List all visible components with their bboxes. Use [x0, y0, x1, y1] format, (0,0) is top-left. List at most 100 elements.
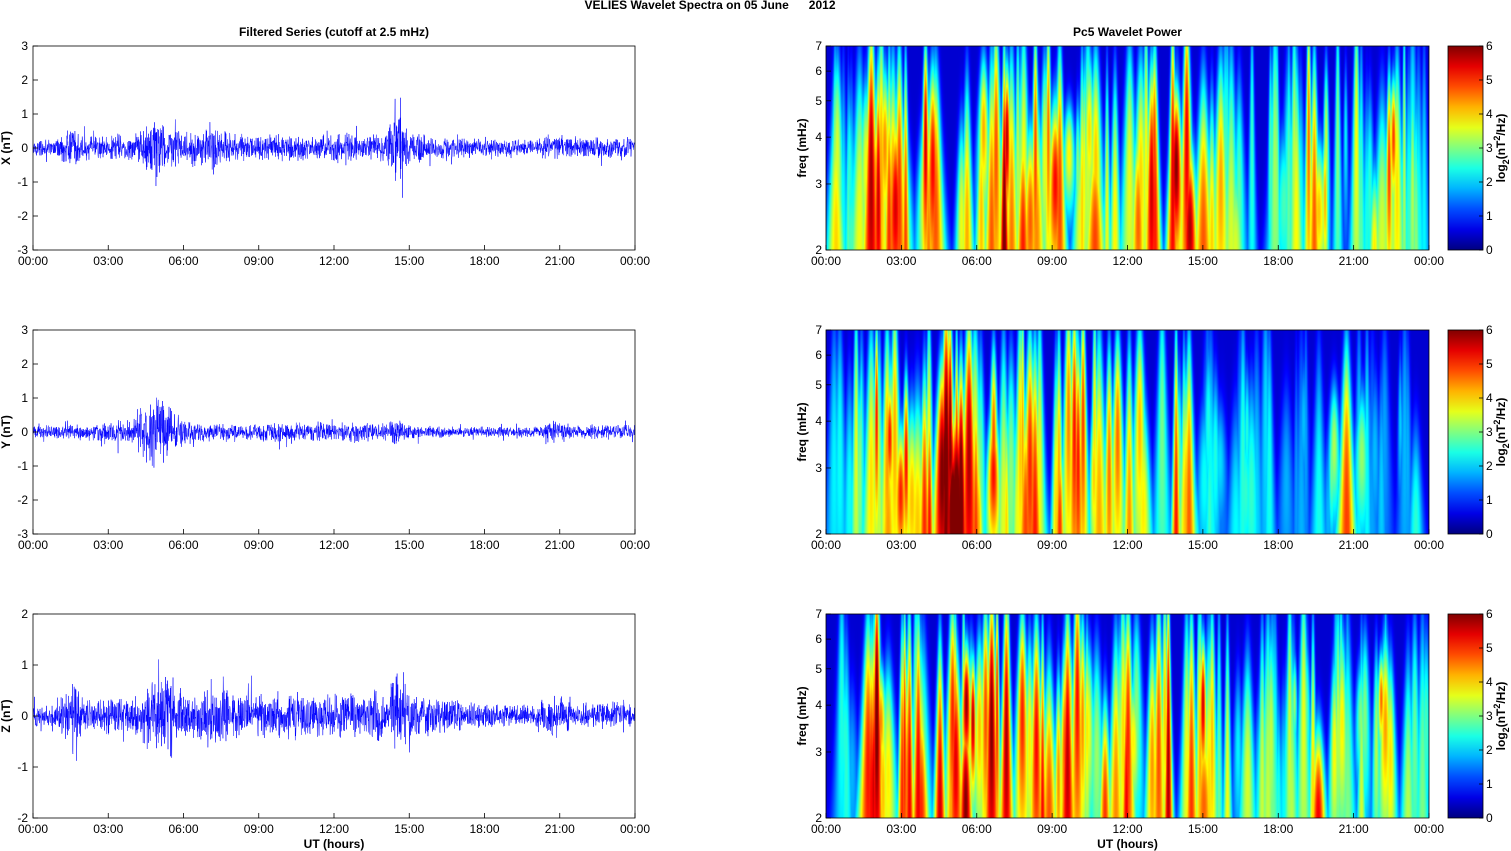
- colorbar-tick-label: 2: [1486, 175, 1493, 189]
- y-tick-label: -1: [17, 459, 28, 473]
- colorbar: [1447, 613, 1484, 819]
- x-tick-label: 03:00: [93, 254, 123, 268]
- colorbar-tick-label: 3: [1486, 709, 1493, 723]
- wavelet-power-image: [826, 330, 1429, 534]
- x-tick-label: 06:00: [962, 254, 992, 268]
- colorbar-tick-label: 2: [1486, 743, 1493, 757]
- panel-title: Pc5 Wavelet Power: [1073, 25, 1182, 39]
- panel-title: Filtered Series (cutoff at 2.5 mHz): [239, 25, 429, 39]
- wavelet-panel-x: Pc5 Wavelet Power 2 3 4 5 6 7 00:00 03:00 06:00 09…: [795, 25, 1511, 268]
- y-tick-label: 6: [815, 632, 822, 646]
- x-tick-label: 18:00: [469, 538, 499, 552]
- x-tick-label: 00:00: [811, 538, 841, 552]
- y-axis-label: Z (nT): [0, 699, 13, 732]
- x-tick-label: 15:00: [394, 254, 424, 268]
- y-tick-label: 4: [815, 130, 822, 144]
- colorbar-tick-label: 1: [1486, 777, 1493, 791]
- x-tick-label: 03:00: [886, 254, 916, 268]
- y-tick-label: 6: [815, 348, 822, 362]
- x-tick-label: 15:00: [1188, 538, 1218, 552]
- y-tick-label: -1: [17, 760, 28, 774]
- y-tick-label: 2: [815, 811, 822, 825]
- y-tick-label: 7: [815, 39, 822, 53]
- y-tick-label: 2: [815, 527, 822, 541]
- x-tick-label: 09:00: [1037, 538, 1067, 552]
- x-tick-label: 06:00: [962, 538, 992, 552]
- x-tick-label: 00:00: [18, 822, 48, 836]
- timeseries-panel-y: -3 -2 -1 0 1 2 3 00:00 03:00 06:00 09:00 12:00 15:00…: [0, 323, 650, 552]
- y-tick-label: 3: [21, 323, 28, 337]
- x-tick-label: 06:00: [168, 254, 198, 268]
- x-tick-label: 15:00: [1188, 254, 1218, 268]
- y-tick-label: -2: [17, 493, 28, 507]
- x-tick-label: 21:00: [1339, 538, 1369, 552]
- x-tick-label: 03:00: [886, 822, 916, 836]
- x-tick-label: 18:00: [469, 822, 499, 836]
- y-tick-label: 1: [21, 658, 28, 672]
- y-axis-label: freq (mHz): [795, 118, 809, 177]
- colorbar-tick-label: 3: [1486, 425, 1493, 439]
- figure-title: VELIES Wavelet Spectra on 05 June 2012: [585, 0, 836, 12]
- x-tick-label: 18:00: [1263, 538, 1293, 552]
- y-tick-label: 7: [815, 607, 822, 621]
- series-trace: [33, 397, 635, 468]
- colorbar-label: log2(nT2/Hz): [1492, 114, 1511, 183]
- colorbar-tick-label: 6: [1486, 39, 1493, 53]
- y-axis-label: freq (mHz): [795, 402, 809, 461]
- x-tick-label: 18:00: [1263, 822, 1293, 836]
- y-tick-label: -2: [17, 209, 28, 223]
- x-tick-label: 00:00: [18, 254, 48, 268]
- x-tick-label: 12:00: [1112, 254, 1142, 268]
- colorbar-tick-label: 1: [1486, 209, 1493, 223]
- x-tick-label: 03:00: [886, 538, 916, 552]
- x-tick-label: 00:00: [1414, 822, 1444, 836]
- colorbar-tick-label: 4: [1486, 107, 1493, 121]
- colorbar-tick-label: 5: [1486, 357, 1493, 371]
- x-tick-label: 09:00: [1037, 822, 1067, 836]
- wavelet-panel-y: 2 3 4 5 6 7 00:00 03:00 06:00 09:00 12:00 15:00 18:0…: [795, 323, 1511, 552]
- colorbar: [1447, 45, 1484, 251]
- y-tick-label: 0: [21, 425, 28, 439]
- y-axis-label: freq (mHz): [795, 686, 809, 745]
- y-tick-label: 6: [815, 64, 822, 78]
- x-tick-label: 09:00: [244, 538, 274, 552]
- y-tick-label: -2: [17, 811, 28, 825]
- y-tick-label: 0: [21, 141, 28, 155]
- y-tick-label: 5: [815, 378, 822, 392]
- colorbar-tick-label: 2: [1486, 459, 1493, 473]
- y-tick-label: 2: [21, 357, 28, 371]
- colorbar-tick-label: 3: [1486, 141, 1493, 155]
- x-tick-label: 03:00: [93, 538, 123, 552]
- y-tick-label: 5: [815, 662, 822, 676]
- x-tick-label: 09:00: [244, 254, 274, 268]
- colorbar-tick-label: 1: [1486, 493, 1493, 507]
- series-trace: [33, 97, 635, 198]
- colorbar-tick-label: 6: [1486, 607, 1493, 621]
- y-tick-label: 2: [21, 73, 28, 87]
- x-tick-label: 21:00: [1339, 254, 1369, 268]
- colorbar-tick-label: 0: [1486, 811, 1493, 825]
- colorbar-tick-label: 4: [1486, 675, 1493, 689]
- x-tick-label: 00:00: [18, 538, 48, 552]
- x-tick-label: 18:00: [469, 254, 499, 268]
- x-tick-label: 15:00: [394, 538, 424, 552]
- x-tick-label: 18:00: [1263, 254, 1293, 268]
- x-tick-label: 06:00: [962, 822, 992, 836]
- x-tick-label: 00:00: [620, 822, 650, 836]
- x-tick-label: 00:00: [1414, 254, 1444, 268]
- x-tick-label: 12:00: [319, 822, 349, 836]
- y-tick-label: 1: [21, 391, 28, 405]
- y-tick-label: -1: [17, 175, 28, 189]
- y-tick-label: 0: [21, 709, 28, 723]
- y-tick-label: 3: [815, 745, 822, 759]
- plot-frame: [32, 45, 636, 251]
- x-tick-label: 03:00: [93, 822, 123, 836]
- y-tick-label: -3: [17, 243, 28, 257]
- y-tick-label: 2: [21, 607, 28, 621]
- colorbar: [1447, 329, 1484, 535]
- colorbar-tick-label: 0: [1486, 527, 1493, 541]
- y-tick-label: 4: [815, 698, 822, 712]
- timeseries-panel-z: -2 -1 0 1 2 00:00 03:00 06:00 09:00 12:00 15:00 18:…: [0, 607, 650, 851]
- x-tick-label: 06:00: [168, 822, 198, 836]
- x-tick-label: 12:00: [1112, 538, 1142, 552]
